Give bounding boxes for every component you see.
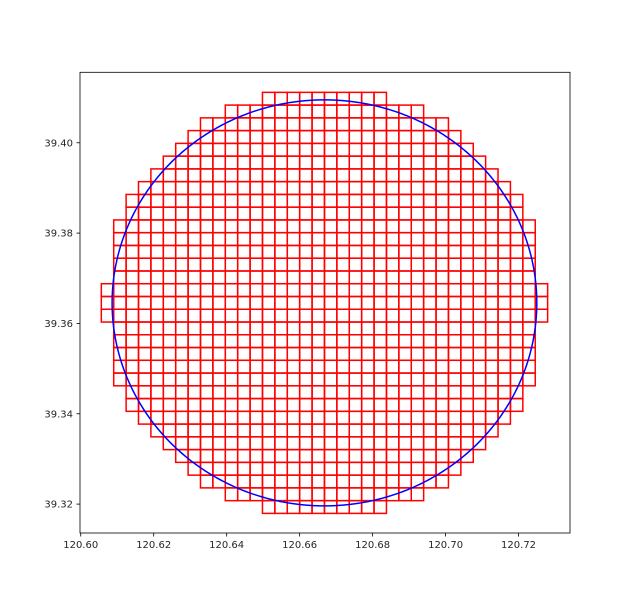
y-tick-label: 39.38 — [44, 229, 73, 240]
y-tick-label: 39.36 — [44, 319, 73, 330]
y-tick-label: 39.32 — [44, 500, 73, 511]
grid-cell — [534, 308, 549, 323]
grid-cell — [522, 372, 536, 387]
x-tick-label: 120.68 — [355, 540, 390, 551]
y-tick-label: 39.34 — [44, 409, 73, 420]
grid-cells — [100, 91, 549, 515]
grid-cell — [484, 423, 499, 438]
x-tick-label: 120.60 — [63, 540, 98, 551]
grid-cell — [509, 397, 524, 413]
y-axis: 39.32 39.34 39.36 39.38 39.40 — [44, 138, 80, 511]
y-tick-label: 39.40 — [44, 138, 73, 149]
x-tick-label: 120.70 — [428, 540, 463, 551]
grid-cell — [472, 436, 487, 451]
x-tick-label: 120.66 — [282, 540, 317, 551]
grid-cell — [373, 499, 388, 515]
x-tick-label: 120.72 — [501, 540, 536, 551]
circle-boundary — [111, 99, 538, 507]
grid-cell — [435, 474, 450, 489]
grid-cell — [460, 448, 474, 464]
grid-cell — [410, 487, 425, 502]
x-axis: 120.60 120.62 120.64 120.66 120.68 120.70 120.… — [63, 533, 536, 551]
x-tick-label: 120.64 — [209, 540, 244, 551]
axes-frame — [79, 71, 571, 534]
x-tick-label: 120.62 — [136, 540, 171, 551]
